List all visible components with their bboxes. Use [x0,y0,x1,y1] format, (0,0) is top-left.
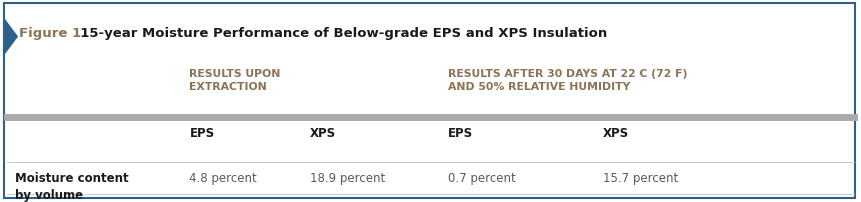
Text: XPS: XPS [603,126,629,139]
Text: 0.7 percent: 0.7 percent [448,171,516,184]
Text: 15-year Moisture Performance of Below-grade EPS and XPS Insulation: 15-year Moisture Performance of Below-gr… [71,27,607,40]
Text: 18.9 percent: 18.9 percent [310,171,385,184]
Text: EPS: EPS [448,126,473,139]
Text: 15.7 percent: 15.7 percent [603,171,678,184]
Text: RESULTS AFTER 30 DAYS AT 22 C (72 F)
AND 50% RELATIVE HUMIDITY: RESULTS AFTER 30 DAYS AT 22 C (72 F) AND… [448,69,687,91]
Text: Figure 1: Figure 1 [19,27,81,40]
Text: XPS: XPS [310,126,336,139]
Text: Moisture content
by volume: Moisture content by volume [15,171,129,201]
Polygon shape [4,20,17,55]
Text: EPS: EPS [189,126,214,139]
Text: RESULTS UPON
EXTRACTION: RESULTS UPON EXTRACTION [189,69,281,91]
Text: 4.8 percent: 4.8 percent [189,171,257,184]
FancyBboxPatch shape [4,4,855,198]
